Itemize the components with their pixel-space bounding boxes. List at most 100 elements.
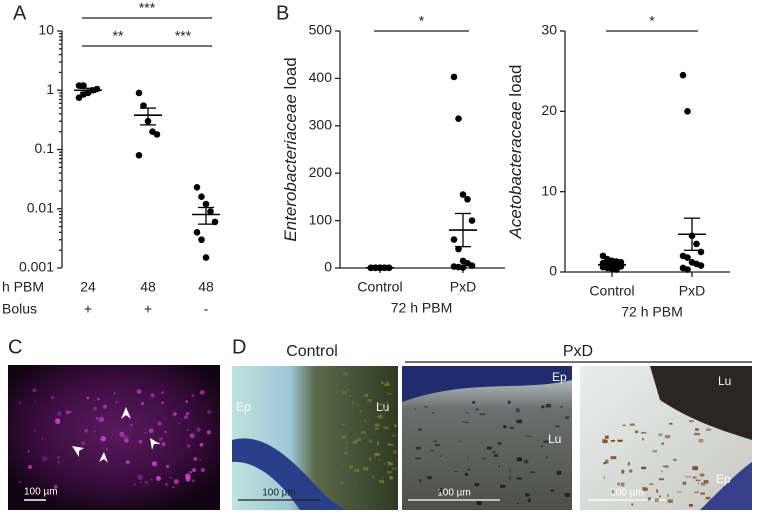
speckle — [166, 464, 170, 468]
dot — [697, 262, 705, 269]
x-row-label: Bolus — [2, 301, 37, 317]
speckle — [187, 444, 190, 448]
speckle — [191, 479, 195, 483]
dot — [455, 115, 462, 122]
speckle — [57, 456, 60, 459]
dot — [450, 73, 458, 81]
speckle — [418, 428, 422, 431]
speckle — [94, 430, 97, 433]
speckle — [700, 492, 706, 495]
speckle — [97, 398, 100, 401]
dot — [464, 195, 471, 203]
speckle — [661, 470, 663, 472]
speckle — [435, 444, 440, 447]
speckle — [136, 389, 142, 394]
speckle — [560, 406, 563, 408]
dot — [93, 85, 101, 93]
speckle — [97, 420, 100, 423]
speckle — [173, 412, 177, 416]
speckle — [472, 401, 476, 404]
speckle — [556, 470, 562, 475]
dot — [135, 151, 143, 159]
speckle — [368, 439, 373, 443]
speckle — [642, 438, 644, 441]
speckle — [431, 412, 435, 414]
texture — [18, 388, 212, 489]
dot — [455, 245, 462, 253]
image-header: Control — [286, 343, 338, 360]
speckle — [541, 405, 545, 409]
speckle — [353, 468, 360, 473]
speckle — [185, 473, 191, 479]
speckle — [164, 430, 167, 434]
speckle — [341, 464, 344, 467]
speckle — [158, 436, 163, 442]
speckle — [102, 404, 107, 409]
speckle — [137, 474, 143, 480]
speckle — [361, 431, 366, 434]
speckle — [150, 478, 153, 481]
dot — [468, 262, 476, 269]
speckle — [555, 425, 560, 427]
x-tick-label: 48 — [198, 279, 214, 295]
speckle — [98, 416, 105, 423]
speckle — [706, 428, 712, 431]
dot — [613, 266, 620, 273]
speckle — [122, 435, 129, 441]
speckle — [374, 452, 380, 456]
speckle — [643, 487, 648, 491]
speckle — [171, 411, 178, 417]
speckle — [387, 462, 393, 466]
speckle — [352, 441, 356, 444]
x-tick-label: - — [204, 301, 209, 317]
dot — [468, 217, 476, 224]
speckle — [54, 418, 61, 424]
speckle — [369, 457, 372, 461]
speckle — [418, 479, 422, 483]
speckle — [383, 426, 389, 430]
speckle — [603, 476, 606, 479]
y-tick-label: 20 — [541, 102, 557, 118]
panel-label: B — [276, 2, 289, 24]
speckle — [150, 393, 155, 398]
dot — [198, 193, 205, 200]
speckle — [81, 441, 86, 446]
scale-label: 100 µm — [262, 488, 296, 499]
panel-label: A — [13, 2, 27, 24]
speckle — [641, 466, 647, 470]
speckle — [427, 476, 432, 480]
speckle — [156, 475, 161, 481]
speckle — [416, 446, 421, 450]
x-tick-label: PxD — [450, 279, 476, 295]
y-axis-label-part: Acetobacteraceae — [506, 101, 525, 239]
micrograph — [8, 365, 220, 510]
speckle — [692, 476, 697, 479]
speckle — [196, 427, 201, 432]
dot — [202, 254, 210, 261]
speckle — [185, 400, 188, 403]
speckle — [115, 401, 118, 404]
speckle — [387, 461, 390, 465]
speckle — [439, 455, 442, 457]
speckle — [439, 487, 443, 492]
speckle — [465, 473, 469, 476]
y-axis-label: Enterobacteriaceae load — [281, 57, 300, 241]
image-c: 100 µm — [8, 365, 220, 510]
speckle — [113, 392, 116, 395]
speckle — [125, 460, 130, 465]
speckle — [629, 423, 635, 426]
speckle — [516, 502, 519, 504]
speckle — [394, 424, 397, 428]
speckle — [41, 438, 44, 440]
speckle — [692, 466, 699, 471]
speckle — [186, 428, 189, 431]
speckle — [664, 435, 671, 439]
image-label: Lu — [548, 432, 561, 446]
speckle — [617, 439, 623, 442]
speckle — [474, 483, 480, 487]
tissue — [232, 438, 345, 510]
speckle — [387, 443, 394, 446]
y-tick-label: 0 — [324, 259, 332, 275]
speckle — [151, 461, 156, 466]
speckle — [51, 396, 54, 400]
